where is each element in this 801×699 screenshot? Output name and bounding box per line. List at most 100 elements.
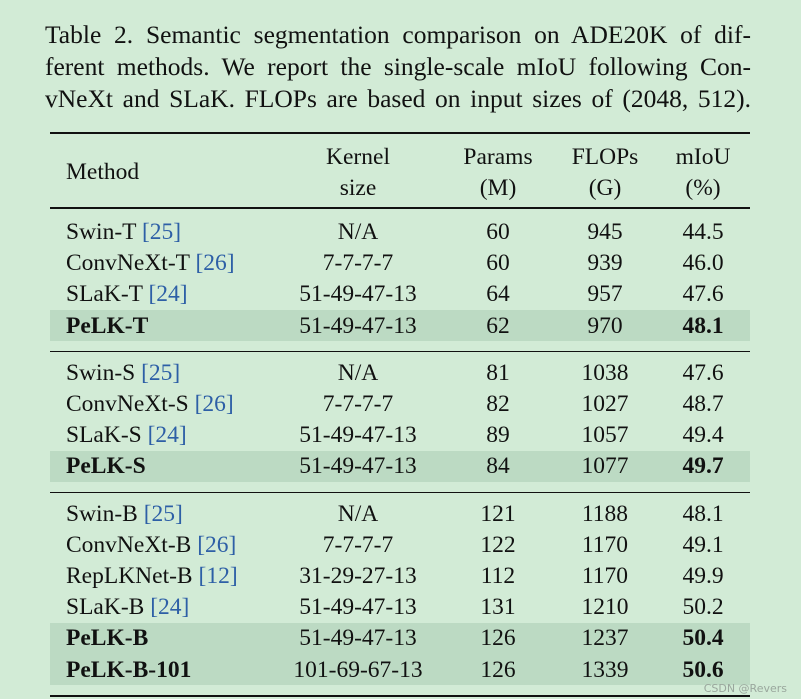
table-cell: 47.6 xyxy=(682,359,724,386)
citation: [12] xyxy=(198,563,238,589)
header-cell: size xyxy=(339,175,377,201)
table-cell: 48.1 xyxy=(682,500,724,527)
table-rule xyxy=(50,207,750,209)
method-cell: ConvNeXt-B [26] xyxy=(66,531,236,559)
table-cell: 49.1 xyxy=(682,531,724,558)
table-cell: 51-49-47-13 xyxy=(299,422,417,449)
table-cell: N/A xyxy=(337,500,379,527)
citation: [25] xyxy=(143,500,183,527)
table-cell: 1038 xyxy=(581,359,629,386)
row-highlight xyxy=(50,310,750,342)
row-highlight xyxy=(50,654,750,686)
method-cell: SLaK-S [24] xyxy=(66,421,187,449)
header-cell: (%) xyxy=(685,175,721,201)
table-cell: 1237 xyxy=(581,625,629,652)
table-cell: 48.1 xyxy=(682,312,724,339)
table-cell: N/A xyxy=(337,359,379,386)
caption-line: vNeXt and SLaK. FLOPs are based on input… xyxy=(45,84,751,113)
table-cell: 50.6 xyxy=(682,656,724,683)
citation: [26] xyxy=(195,250,235,277)
table-cell: 48.7 xyxy=(682,391,724,417)
method-cell: SLaK-T [24] xyxy=(66,280,188,308)
citation: [24] xyxy=(148,281,188,308)
method-cell: SLaK-B [24] xyxy=(66,593,189,621)
method-name: RepLKNet-B xyxy=(66,563,193,589)
method-cell: Swin-S [25] xyxy=(66,359,180,387)
citation: [26] xyxy=(194,391,234,417)
table-cell: 84 xyxy=(486,453,510,480)
method-name: ConvNeXt-T xyxy=(66,250,190,277)
header-cell: Method xyxy=(66,159,140,185)
table-cell: 1339 xyxy=(581,656,629,683)
table-cell: N/A xyxy=(337,219,379,245)
table-cell: 49.9 xyxy=(682,563,724,589)
watermark: CSDN @Revers xyxy=(703,682,787,695)
caption-line: ferent methods. We report the single-sca… xyxy=(45,52,751,81)
table-cell: 51-49-47-13 xyxy=(299,453,417,480)
method-name: ConvNeXt-S xyxy=(66,391,189,417)
table-cell: 131 xyxy=(480,594,516,621)
table-cell: 7-7-7-7 xyxy=(322,391,394,417)
table-cell: 970 xyxy=(587,312,623,339)
table-cell: 1077 xyxy=(581,453,629,480)
table-cell: 49.4 xyxy=(682,422,724,449)
header-cell: Params xyxy=(463,144,533,170)
method-name: ConvNeXt-B xyxy=(66,531,192,558)
table-cell: 126 xyxy=(480,625,516,652)
method-cell: Swin-T [25] xyxy=(66,218,181,246)
table-cell: 81 xyxy=(486,359,510,386)
method-cell: PeLK-T xyxy=(66,312,148,340)
table-cell: 44.5 xyxy=(682,219,724,245)
method-cell: PeLK-B-101 xyxy=(66,656,191,684)
method-name: Swin-B xyxy=(66,500,138,527)
table-cell: 51-49-47-13 xyxy=(299,281,417,308)
table-cell: 50.2 xyxy=(682,594,724,621)
table-cell: 1027 xyxy=(581,391,629,417)
table-cell: 121 xyxy=(480,500,516,527)
citation: [25] xyxy=(141,219,182,245)
table-cell: 1170 xyxy=(581,563,629,589)
table-cell: 82 xyxy=(486,391,510,417)
header-cell: (M) xyxy=(479,175,517,201)
table-cell: 957 xyxy=(587,281,623,308)
table-cell: 51-49-47-13 xyxy=(299,594,417,621)
table-rule xyxy=(50,132,750,134)
method-name: PeLK-B-101 xyxy=(66,656,192,683)
table-cell: 60 xyxy=(486,250,510,277)
table-cell: 50.4 xyxy=(682,625,724,652)
table-rule xyxy=(50,350,750,353)
method-name: SLaK-T xyxy=(66,281,143,308)
table-cell: 945 xyxy=(587,219,623,245)
table-cell: 1057 xyxy=(581,422,629,449)
table-cell: 31-29-27-13 xyxy=(299,563,417,589)
table-cell: 939 xyxy=(587,250,623,277)
header-cell: (G) xyxy=(588,175,622,201)
table-cell: 112 xyxy=(480,563,516,589)
table-cell: 62 xyxy=(486,312,510,339)
table-cell: 49.7 xyxy=(682,453,724,480)
table-cell: 46.0 xyxy=(682,250,724,277)
method-cell: ConvNeXt-T [26] xyxy=(66,249,235,277)
table-cell: 7-7-7-7 xyxy=(322,250,394,277)
table-cell: 101-69-67-13 xyxy=(293,656,423,683)
table-cell: 89 xyxy=(486,422,510,449)
table-rule xyxy=(50,694,750,697)
citation: [24] xyxy=(147,422,187,449)
method-cell: RepLKNet-B [12] xyxy=(66,562,238,590)
citation: [25] xyxy=(141,359,181,386)
method-name: PeLK-T xyxy=(66,312,149,339)
header-cell: FLOPs xyxy=(571,144,639,170)
method-name: SLaK-S xyxy=(66,422,142,449)
table-cell: 1210 xyxy=(581,594,629,621)
table-cell: 1170 xyxy=(581,531,629,558)
header-cell: mIoU xyxy=(675,144,731,170)
table-cell: 51-49-47-13 xyxy=(299,312,417,339)
table-cell: 7-7-7-7 xyxy=(322,531,394,558)
table-cell: 1188 xyxy=(581,500,629,527)
caption-line: Table 2. Semantic segmentation compariso… xyxy=(45,20,751,49)
method-cell: PeLK-S xyxy=(66,452,146,480)
citation: [26] xyxy=(197,531,237,558)
row-highlight xyxy=(50,622,750,654)
method-name: PeLK-S xyxy=(66,453,146,480)
